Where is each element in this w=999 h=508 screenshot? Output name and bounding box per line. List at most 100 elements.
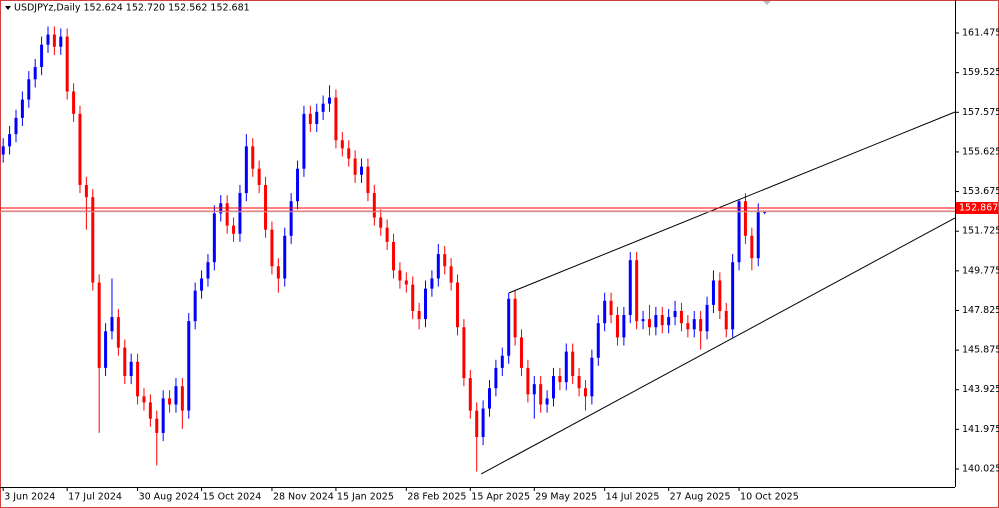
- candle-body: [481, 408, 485, 437]
- candle-body: [8, 134, 12, 147]
- y-tick-label: 153.675: [962, 186, 999, 197]
- price-tag-label: 152.867: [959, 202, 998, 213]
- candle-body: [660, 315, 664, 326]
- candle-body: [692, 319, 696, 330]
- x-tick-label: 29 May 2025: [535, 492, 597, 503]
- candle-body: [20, 99, 24, 118]
- candle-body: [494, 367, 498, 389]
- candle-body: [424, 288, 428, 320]
- candle-body: [232, 225, 236, 234]
- candle-body: [180, 386, 184, 411]
- candle-body: [52, 34, 56, 47]
- candle-body: [200, 278, 204, 291]
- candle-body: [238, 193, 242, 234]
- candle-body: [615, 315, 619, 338]
- menu-triangle[interactable]: [5, 6, 11, 10]
- candle-body: [583, 388, 587, 397]
- candle-body: [763, 211, 767, 213]
- candle-body: [251, 146, 255, 169]
- candle-body: [283, 235, 287, 279]
- candle-body: [468, 378, 472, 411]
- candle-body: [590, 357, 594, 397]
- candle-body: [379, 217, 383, 228]
- candle-body: [372, 193, 376, 218]
- candle-body: [603, 300, 607, 324]
- candle-body: [558, 376, 562, 383]
- candle-body: [622, 315, 626, 338]
- y-tick-label: 155.625: [962, 146, 999, 157]
- candle-body: [456, 282, 460, 328]
- candle-body: [270, 229, 274, 267]
- candle-body: [308, 113, 312, 124]
- y-tick-label: 145.875: [962, 345, 999, 356]
- candle-body: [564, 351, 568, 383]
- candle-body: [667, 317, 671, 326]
- candle-body: [513, 298, 517, 338]
- candle-body: [187, 321, 191, 411]
- candle-body: [411, 284, 415, 311]
- candle-body: [430, 278, 434, 289]
- candle-body: [321, 103, 325, 112]
- candle-body: [97, 282, 101, 368]
- candle-body: [129, 361, 133, 377]
- candle-body: [436, 254, 440, 279]
- candle-body: [519, 337, 523, 368]
- candle-body: [449, 266, 453, 283]
- candle-body: [174, 386, 178, 405]
- candle-body: [487, 388, 491, 409]
- y-tick-label: 151.725: [962, 226, 999, 237]
- chart-title: USDJPYz,Daily 152.624 152.720 152.562 15…: [14, 3, 250, 14]
- x-tick-label: 15 Oct 2024: [203, 492, 262, 503]
- candle-body: [142, 396, 146, 403]
- candle-body: [148, 402, 152, 419]
- candle-body: [404, 280, 408, 285]
- candle-body: [679, 310, 683, 324]
- candle-body: [59, 36, 63, 47]
- candle-body: [635, 260, 639, 322]
- candle-body: [443, 254, 447, 267]
- candle-body: [366, 166, 370, 194]
- candle-body: [398, 270, 402, 281]
- candle-body: [340, 140, 344, 149]
- candle-body: [596, 323, 600, 358]
- candle-body: [72, 91, 76, 114]
- candle-body: [244, 146, 248, 194]
- candle-body: [507, 298, 511, 356]
- candle-body: [628, 260, 632, 316]
- candle-body: [654, 315, 658, 328]
- candle-body: [193, 290, 197, 322]
- y-tick-label: 161.475: [962, 28, 999, 39]
- candle-body: [699, 319, 703, 332]
- candle-body: [577, 376, 581, 389]
- candle-body: [110, 317, 114, 332]
- candle-body: [673, 310, 677, 318]
- candle-body: [571, 351, 575, 377]
- candle-body: [161, 398, 165, 433]
- candle-body: [724, 310, 728, 330]
- shift-marker: [763, 1, 771, 5]
- candle-body: [225, 203, 229, 226]
- candle-body: [136, 361, 140, 397]
- x-tick-label: 15 Jan 2025: [337, 492, 394, 503]
- candle-body: [718, 280, 722, 311]
- candle-body: [743, 201, 747, 236]
- candle-body: [385, 227, 389, 242]
- candle-body: [116, 317, 120, 348]
- candle-body: [545, 398, 549, 405]
- candle-body: [91, 197, 95, 283]
- candle-body: [289, 201, 293, 236]
- x-tick-label: 27 Aug 2025: [670, 492, 731, 503]
- candle-body: [711, 280, 715, 305]
- candle-body: [65, 36, 69, 92]
- candle-body: [417, 310, 421, 320]
- candle-body: [46, 34, 50, 45]
- candle-body: [212, 213, 216, 263]
- candle-body: [206, 262, 210, 279]
- trendline: [480, 217, 956, 475]
- x-tick-label: 17 Jul 2024: [68, 492, 122, 503]
- y-tick-label: 141.975: [962, 424, 999, 435]
- candle-body: [14, 117, 18, 135]
- candle-body: [296, 168, 300, 202]
